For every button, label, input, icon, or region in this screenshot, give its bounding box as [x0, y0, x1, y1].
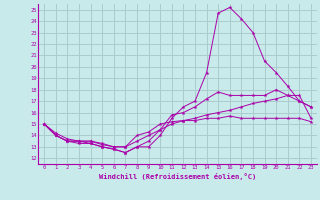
X-axis label: Windchill (Refroidissement éolien,°C): Windchill (Refroidissement éolien,°C): [99, 173, 256, 180]
